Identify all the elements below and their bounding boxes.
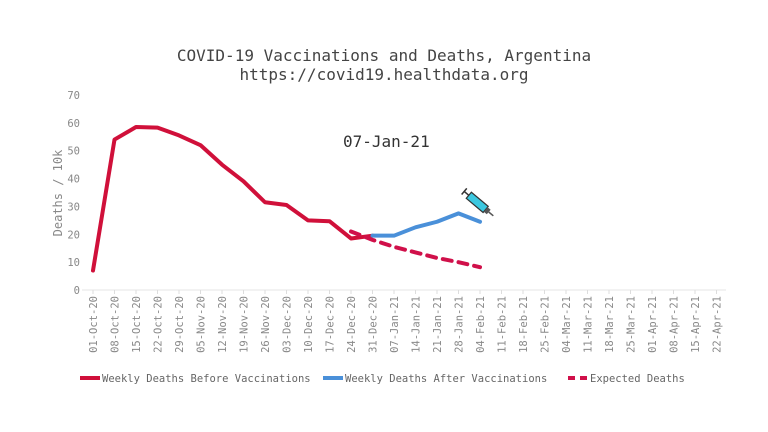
y-tick-label: 60 xyxy=(67,118,80,130)
chart-title: COVID-19 Vaccinations and Deaths, Argent… xyxy=(177,46,591,65)
x-tick-label: 11-Feb-21 xyxy=(497,296,509,353)
x-tick-label: 24-Dec-20 xyxy=(346,296,358,353)
x-tick-label: 10-Dec-20 xyxy=(303,296,315,353)
y-tick-label: 0 xyxy=(74,285,80,297)
x-tick-label: 17-Dec-20 xyxy=(325,296,337,353)
x-tick-label: 08-Oct-20 xyxy=(110,296,122,353)
x-tick-label: 04-Mar-21 xyxy=(561,296,573,353)
legend-label: Weekly Deaths Before Vaccinations xyxy=(102,373,311,385)
x-tick-label: 19-Nov-20 xyxy=(239,296,251,353)
y-tick-label: 20 xyxy=(67,229,80,241)
x-tick-label: 31-Dec-20 xyxy=(368,296,380,353)
date-annotation: 07-Jan-21 xyxy=(343,132,430,151)
chart-subtitle: https://covid19.healthdata.org xyxy=(240,65,529,84)
y-tick-label: 70 xyxy=(67,90,80,102)
syringe-icon xyxy=(461,187,494,217)
x-tick-label: 15-Oct-20 xyxy=(131,296,143,353)
legend-label: Weekly Deaths After Vaccinations xyxy=(345,373,547,385)
x-tick-label: 18-Mar-21 xyxy=(604,296,616,353)
x-tick-label: 08-Apr-21 xyxy=(669,296,681,353)
x-tick-label: 21-Jan-21 xyxy=(432,296,444,353)
y-tick-label: 50 xyxy=(67,146,80,158)
y-tick-label: 10 xyxy=(67,257,80,269)
x-tick-label: 07-Jan-21 xyxy=(389,296,401,353)
x-tick-label: 15-Apr-21 xyxy=(690,296,702,353)
x-tick-label: 29-Oct-20 xyxy=(174,296,186,353)
x-tick-label: 18-Feb-21 xyxy=(518,296,530,353)
x-tick-label: 01-Apr-21 xyxy=(647,296,659,353)
x-tick-label: 26-Nov-20 xyxy=(260,296,272,353)
y-axis-label: Deaths / 10k xyxy=(51,149,65,236)
x-tick-label: 14-Jan-21 xyxy=(411,296,423,353)
x-tick-label: 22-Apr-21 xyxy=(712,296,724,353)
x-tick-label: 04-Feb-21 xyxy=(475,296,487,353)
x-tick-label: 25-Mar-21 xyxy=(626,296,638,353)
x-tick-label: 05-Nov-20 xyxy=(196,296,208,353)
x-tick-label: 01-Oct-20 xyxy=(88,296,100,353)
y-tick-label: 30 xyxy=(67,201,80,213)
series-line-0 xyxy=(91,125,375,273)
x-tick-label: 28-Jan-21 xyxy=(454,296,466,353)
x-tick-label: 03-Dec-20 xyxy=(282,296,294,353)
x-tick-label: 22-Oct-20 xyxy=(153,296,165,353)
series-line-1 xyxy=(370,211,482,238)
legend-label: Expected Deaths xyxy=(590,373,685,385)
y-tick-label: 40 xyxy=(67,174,80,186)
x-tick-label: 11-Mar-21 xyxy=(583,296,595,353)
x-tick-label: 12-Nov-20 xyxy=(217,296,229,353)
x-tick-label: 25-Feb-21 xyxy=(540,296,552,353)
